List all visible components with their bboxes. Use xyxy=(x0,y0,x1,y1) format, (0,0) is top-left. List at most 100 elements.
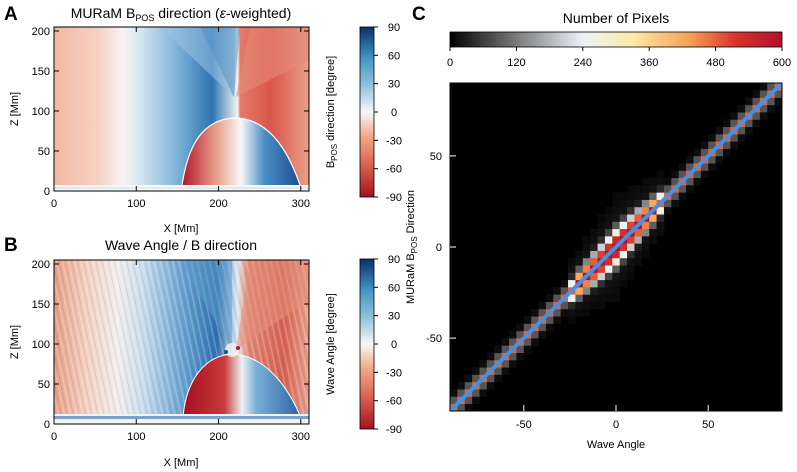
heatmap-cell xyxy=(575,250,584,259)
heatmap-cell xyxy=(663,199,672,208)
heatmap-cell xyxy=(708,134,716,142)
heatmap-cell xyxy=(604,287,613,295)
heatmap-cell xyxy=(538,308,547,317)
heatmap-cell xyxy=(656,192,665,200)
heatmap-cell xyxy=(619,221,628,230)
heatmap-cell xyxy=(516,352,525,361)
heatmap-cell xyxy=(634,250,643,259)
heatmap-cell xyxy=(649,214,657,222)
heatmap-cell xyxy=(582,308,591,317)
heatmap-cell xyxy=(656,185,665,193)
heatmap-cell xyxy=(641,185,650,193)
panel-a-colorbar-label: BPOS direction [degree] xyxy=(325,56,339,168)
panel-b-colorbar xyxy=(359,258,375,430)
heatmap-cell xyxy=(671,177,680,186)
heatmap-cell xyxy=(501,359,510,368)
heatmap-cell xyxy=(612,206,620,215)
heatmap-cell xyxy=(582,257,591,266)
heatmap-cell xyxy=(627,199,635,208)
heatmap-cell xyxy=(531,316,539,324)
y-tick-label: 0 xyxy=(436,242,442,254)
heatmap-cell xyxy=(560,301,569,310)
heatmap-cell xyxy=(612,279,620,288)
heatmap-cell xyxy=(597,250,606,259)
heatmap-cell xyxy=(472,389,480,397)
heatmap-cell xyxy=(604,257,613,266)
x-tick-label: 100 xyxy=(127,198,145,210)
heatmap-cell xyxy=(582,294,591,302)
heatmap-cell xyxy=(575,308,584,317)
heatmap-cell xyxy=(582,236,591,244)
heatmap-cell xyxy=(590,236,598,244)
x-tick-label: 50 xyxy=(702,419,714,431)
heatmap-cell xyxy=(590,243,598,251)
heatmap-cell xyxy=(715,148,724,157)
colorbar-tick-label: -60 xyxy=(386,396,402,408)
panel-b-colorbar-ticks: 90 60 30 0 -30 -60 -90 xyxy=(374,254,402,436)
heatmap-cell xyxy=(686,163,694,171)
heatmap-cell xyxy=(686,155,694,164)
heatmap-cell xyxy=(634,206,643,215)
heatmap-cell xyxy=(612,287,620,295)
heatmap-cell xyxy=(634,236,643,244)
y-tick-label: 100 xyxy=(32,339,50,351)
heatmap-cell xyxy=(678,185,687,193)
colorbar-tick-label: 60 xyxy=(388,50,400,62)
heatmap-cell xyxy=(649,192,657,200)
heatmap-cell xyxy=(582,265,591,273)
heatmap-cell xyxy=(486,381,495,390)
heatmap-cell xyxy=(486,359,495,368)
panel-b-title: Wave Angle / B direction xyxy=(105,237,257,253)
heatmap-cell xyxy=(671,192,680,200)
y-tick-label: 0 xyxy=(44,186,50,198)
heatmap-cell xyxy=(663,185,672,193)
heatmap-cell xyxy=(560,308,569,317)
y-tick-label: 150 xyxy=(32,66,50,78)
heatmap-cell xyxy=(634,214,643,222)
x-tick-label: 100 xyxy=(127,431,145,443)
heatmap-cell xyxy=(575,287,584,295)
colorbar-tick-label: 90 xyxy=(388,254,400,266)
heatmap-cell xyxy=(730,141,739,149)
heatmap-cell xyxy=(641,192,650,200)
panel-c-axes: -50 0 50 -50 0 50 xyxy=(426,151,714,431)
heatmap-cell xyxy=(634,185,643,193)
heatmap-cell xyxy=(671,170,680,179)
heatmap-cell xyxy=(715,134,724,142)
panel-c-letter: C xyxy=(412,4,426,25)
heatmap-cell xyxy=(759,83,768,91)
heatmap-cell xyxy=(752,90,761,98)
heatmap-cell xyxy=(619,279,628,288)
heatmap-cell xyxy=(752,97,761,106)
heatmap-cell xyxy=(641,236,650,244)
heatmap-cell xyxy=(597,265,606,273)
heatmap-cell xyxy=(715,126,724,135)
heatmap-cell xyxy=(538,301,547,310)
heatmap-cell xyxy=(568,272,576,281)
heatmap-cell xyxy=(545,301,554,310)
heatmap-cell xyxy=(759,112,768,120)
heatmap-cell xyxy=(619,192,628,200)
heatmap-cell xyxy=(619,199,628,208)
heatmap-cell xyxy=(759,104,768,113)
x-tick-label: 200 xyxy=(209,431,227,443)
panel-b-colorbar-label: Wave Angle [degree] xyxy=(325,293,337,395)
y-tick-label: 150 xyxy=(32,299,50,311)
heatmap-cell xyxy=(575,294,584,302)
heatmap-cell xyxy=(641,177,650,186)
heatmap-cell xyxy=(649,228,657,237)
heatmap-cell xyxy=(568,308,576,317)
heatmap-cell xyxy=(737,112,746,120)
x-tick-label: 200 xyxy=(209,198,227,210)
heatmap-cell xyxy=(656,177,665,186)
x-tick-label: 300 xyxy=(292,431,310,443)
heatmap-cell xyxy=(582,243,591,251)
heatmap-cell xyxy=(627,236,635,244)
panel-a-letter: A xyxy=(4,4,18,25)
heatmap-cell xyxy=(767,83,775,91)
heatmap-cell xyxy=(752,119,761,128)
heatmap-cell xyxy=(619,265,628,273)
panel-c-xlabel: Wave Angle xyxy=(587,439,645,451)
heatmap-cell xyxy=(627,257,635,266)
